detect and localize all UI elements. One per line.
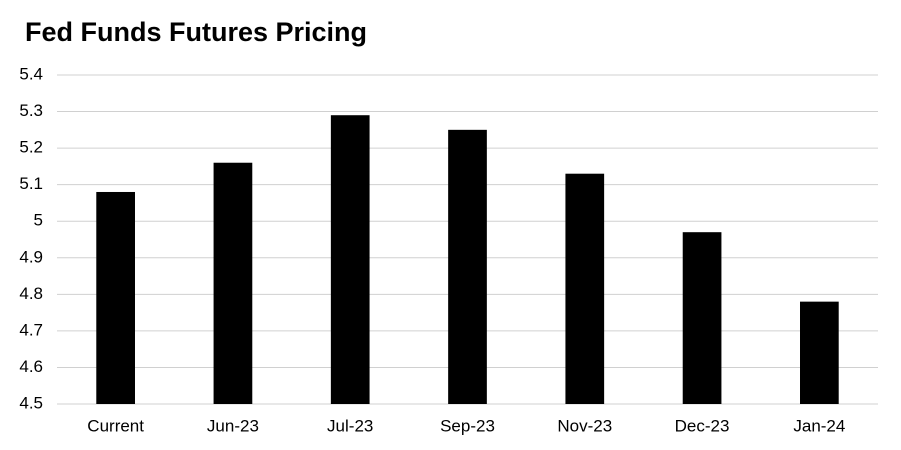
bar [213,162,253,404]
y-tick-label: 4.6 [19,357,43,376]
bar [682,232,722,404]
x-tick-label: Current [87,416,144,435]
bar [448,129,487,405]
y-tick-label: 5 [34,211,43,230]
x-tick-label: Sep-23 [440,416,495,435]
y-tick-label: 5.2 [19,138,43,157]
chart-title: Fed Funds Futures Pricing [25,17,367,47]
x-tick-label: Nov-23 [557,416,612,435]
bar [96,191,135,404]
bar [565,173,605,404]
bar [800,301,839,404]
x-tick-label: Jun-23 [207,416,259,435]
y-tick-label: 4.7 [19,320,43,339]
x-tick-label: Jan-24 [793,416,845,435]
y-tick-label: 5.4 [19,64,43,83]
x-tick-label: Jul-23 [327,416,373,435]
y-tick-label: 4.5 [19,393,43,412]
y-tick-label: 5.1 [19,174,43,193]
y-tick-label: 4.9 [19,247,43,266]
bar [330,115,370,404]
x-tick-label: Dec-23 [675,416,730,435]
y-tick-label: 4.8 [19,284,43,303]
y-tick-label: 5.3 [19,101,43,120]
